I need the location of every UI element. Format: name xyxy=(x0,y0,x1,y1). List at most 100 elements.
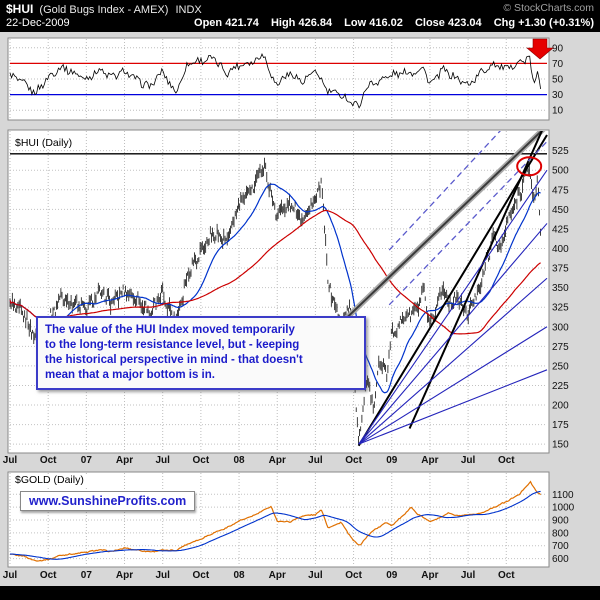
gold-series-group xyxy=(10,480,542,562)
y-tick-label: 250 xyxy=(552,361,569,372)
annotation-line: The value of the HUI Index moved tempora… xyxy=(45,324,295,336)
ticker-name: (Gold Bugs Index - AMEX) xyxy=(39,4,169,16)
gold-line xyxy=(10,480,542,562)
quote-high-label: High xyxy=(270,17,296,29)
rsi-series-group xyxy=(9,52,541,109)
y-tick-label: 475 xyxy=(552,185,569,196)
y-tick-label: 500 xyxy=(552,166,569,177)
trendline-fan-4 xyxy=(358,326,548,445)
trendline-fan-2 xyxy=(358,223,548,445)
y-tick-label: 525 xyxy=(552,146,569,157)
y-tick-label: 90 xyxy=(552,43,564,54)
x-tick-label: Apr xyxy=(421,570,438,581)
x-tick-label: 09 xyxy=(386,570,398,581)
analysis-annotation: The value of the HUI Index moved tempora… xyxy=(36,316,366,390)
quote-chg-value: +1.30 (+0.31%) xyxy=(518,17,594,29)
ticker-symbol: $HUI xyxy=(6,2,34,16)
y-tick-label: 50 xyxy=(552,75,564,86)
price-bars xyxy=(9,157,541,446)
x-tick-label: Jul xyxy=(461,570,476,581)
y-tick-label: 350 xyxy=(552,283,569,294)
annotation-line: the historical perspective in mind - tha… xyxy=(45,353,303,366)
y-tick-label: 275 xyxy=(552,342,569,353)
x-tick-label: 08 xyxy=(233,455,245,466)
quote-open-value: 421.74 xyxy=(225,17,259,29)
quote-high-value: 426.84 xyxy=(298,17,333,29)
rsi-line xyxy=(9,52,541,109)
x-tick-label: Apr xyxy=(269,455,286,466)
x-tick-label: 09 xyxy=(386,455,398,466)
quote-date: 22-Dec-2009 xyxy=(6,17,70,29)
x-tick-label: 07 xyxy=(81,455,93,466)
x-tick-label: Oct xyxy=(40,570,57,581)
y-tick-label: 325 xyxy=(552,303,569,314)
ma-50-line xyxy=(9,183,541,394)
y-tick-label: 1100 xyxy=(552,490,574,501)
x-tick-label: Oct xyxy=(498,455,515,466)
y-tick-label: 1000 xyxy=(552,503,575,514)
x-tick-label: 08 xyxy=(233,570,245,581)
x-tick-label: Jul xyxy=(461,455,476,466)
x-tick-label: 07 xyxy=(81,570,93,581)
x-tick-label: Oct xyxy=(193,570,210,581)
quote-row: 22-Dec-2009 Open 421.74 High 426.84 Low … xyxy=(6,17,594,29)
trendline-support-black-2 xyxy=(408,131,543,429)
quote-low-label: Low xyxy=(344,17,367,29)
y-tick-label: 700 xyxy=(552,541,569,552)
y-tick-label: 450 xyxy=(552,205,569,216)
x-tick-label: Jul xyxy=(308,570,323,581)
x-tick-label: Jul xyxy=(3,455,18,466)
x-tick-label: Apr xyxy=(116,570,133,581)
x-tick-label: Oct xyxy=(193,455,210,466)
trendline-fan-1 xyxy=(358,169,548,445)
quote-low-value: 416.02 xyxy=(369,17,403,29)
y-tick-label: 425 xyxy=(552,224,569,235)
x-tick-label: Jul xyxy=(155,570,170,581)
quote-line: Open 421.74 High 426.84 Low 416.02 Close… xyxy=(185,17,594,29)
hui-series-group xyxy=(9,131,548,447)
y-tick-label: 70 xyxy=(552,59,564,70)
x-tick-label: Jul xyxy=(308,455,323,466)
x-tick-label: Jul xyxy=(3,570,18,581)
y-tick-label: 150 xyxy=(552,440,569,451)
x-tick-label: Apr xyxy=(116,455,133,466)
y-tick-label: 900 xyxy=(552,516,569,527)
down-arrow-icon xyxy=(526,38,554,60)
x-tick-label: Oct xyxy=(345,570,362,581)
gold-panel-label: $GOLD (Daily) xyxy=(12,474,87,486)
chart-header: $HUI (Gold Bugs Index - AMEX) INDX © Sto… xyxy=(0,0,600,32)
trendline-channel-dash-2 xyxy=(388,139,548,306)
quote-chg-label: Chg xyxy=(493,17,516,29)
x-tick-label: Apr xyxy=(421,455,438,466)
ticker-title: $HUI (Gold Bugs Index - AMEX) INDX xyxy=(6,2,202,16)
y-tick-label: 600 xyxy=(552,554,569,565)
hui-panel-label: $HUI (Daily) xyxy=(12,137,76,149)
x-tick-label: Oct xyxy=(40,455,57,466)
quote-open-label: Open xyxy=(194,17,223,29)
x-tick-label: Oct xyxy=(498,570,515,581)
stockcharts-copyright-link[interactable]: © StockCharts.com xyxy=(503,2,594,14)
y-tick-label: 800 xyxy=(552,528,569,539)
trendline-long-term-resistance-core xyxy=(335,131,543,330)
highlight-ellipse xyxy=(516,156,543,177)
footer-bar xyxy=(0,586,600,600)
y-tick-label: 375 xyxy=(552,264,569,275)
y-tick-label: 300 xyxy=(552,322,569,333)
ticker-exchange: INDX xyxy=(175,4,202,16)
y-tick-label: 200 xyxy=(552,401,569,412)
gold-ma-50-line xyxy=(10,490,541,560)
y-tick-label: 30 xyxy=(552,90,564,101)
y-tick-label: 10 xyxy=(552,106,564,117)
quote-close-value: 423.04 xyxy=(447,17,482,29)
trendline-fan-5 xyxy=(358,369,548,445)
gold-panel-bg xyxy=(7,471,550,568)
sunshine-profits-link[interactable]: www.SunshineProfits.com xyxy=(20,491,196,511)
title-row: $HUI (Gold Bugs Index - AMEX) INDX © Sto… xyxy=(6,2,594,16)
y-tick-label: 225 xyxy=(552,381,569,392)
x-tick-label: Jul xyxy=(155,455,170,466)
x-tick-label: Oct xyxy=(345,455,362,466)
quote-close-label: Close xyxy=(414,17,445,29)
y-tick-label: 175 xyxy=(552,420,569,431)
